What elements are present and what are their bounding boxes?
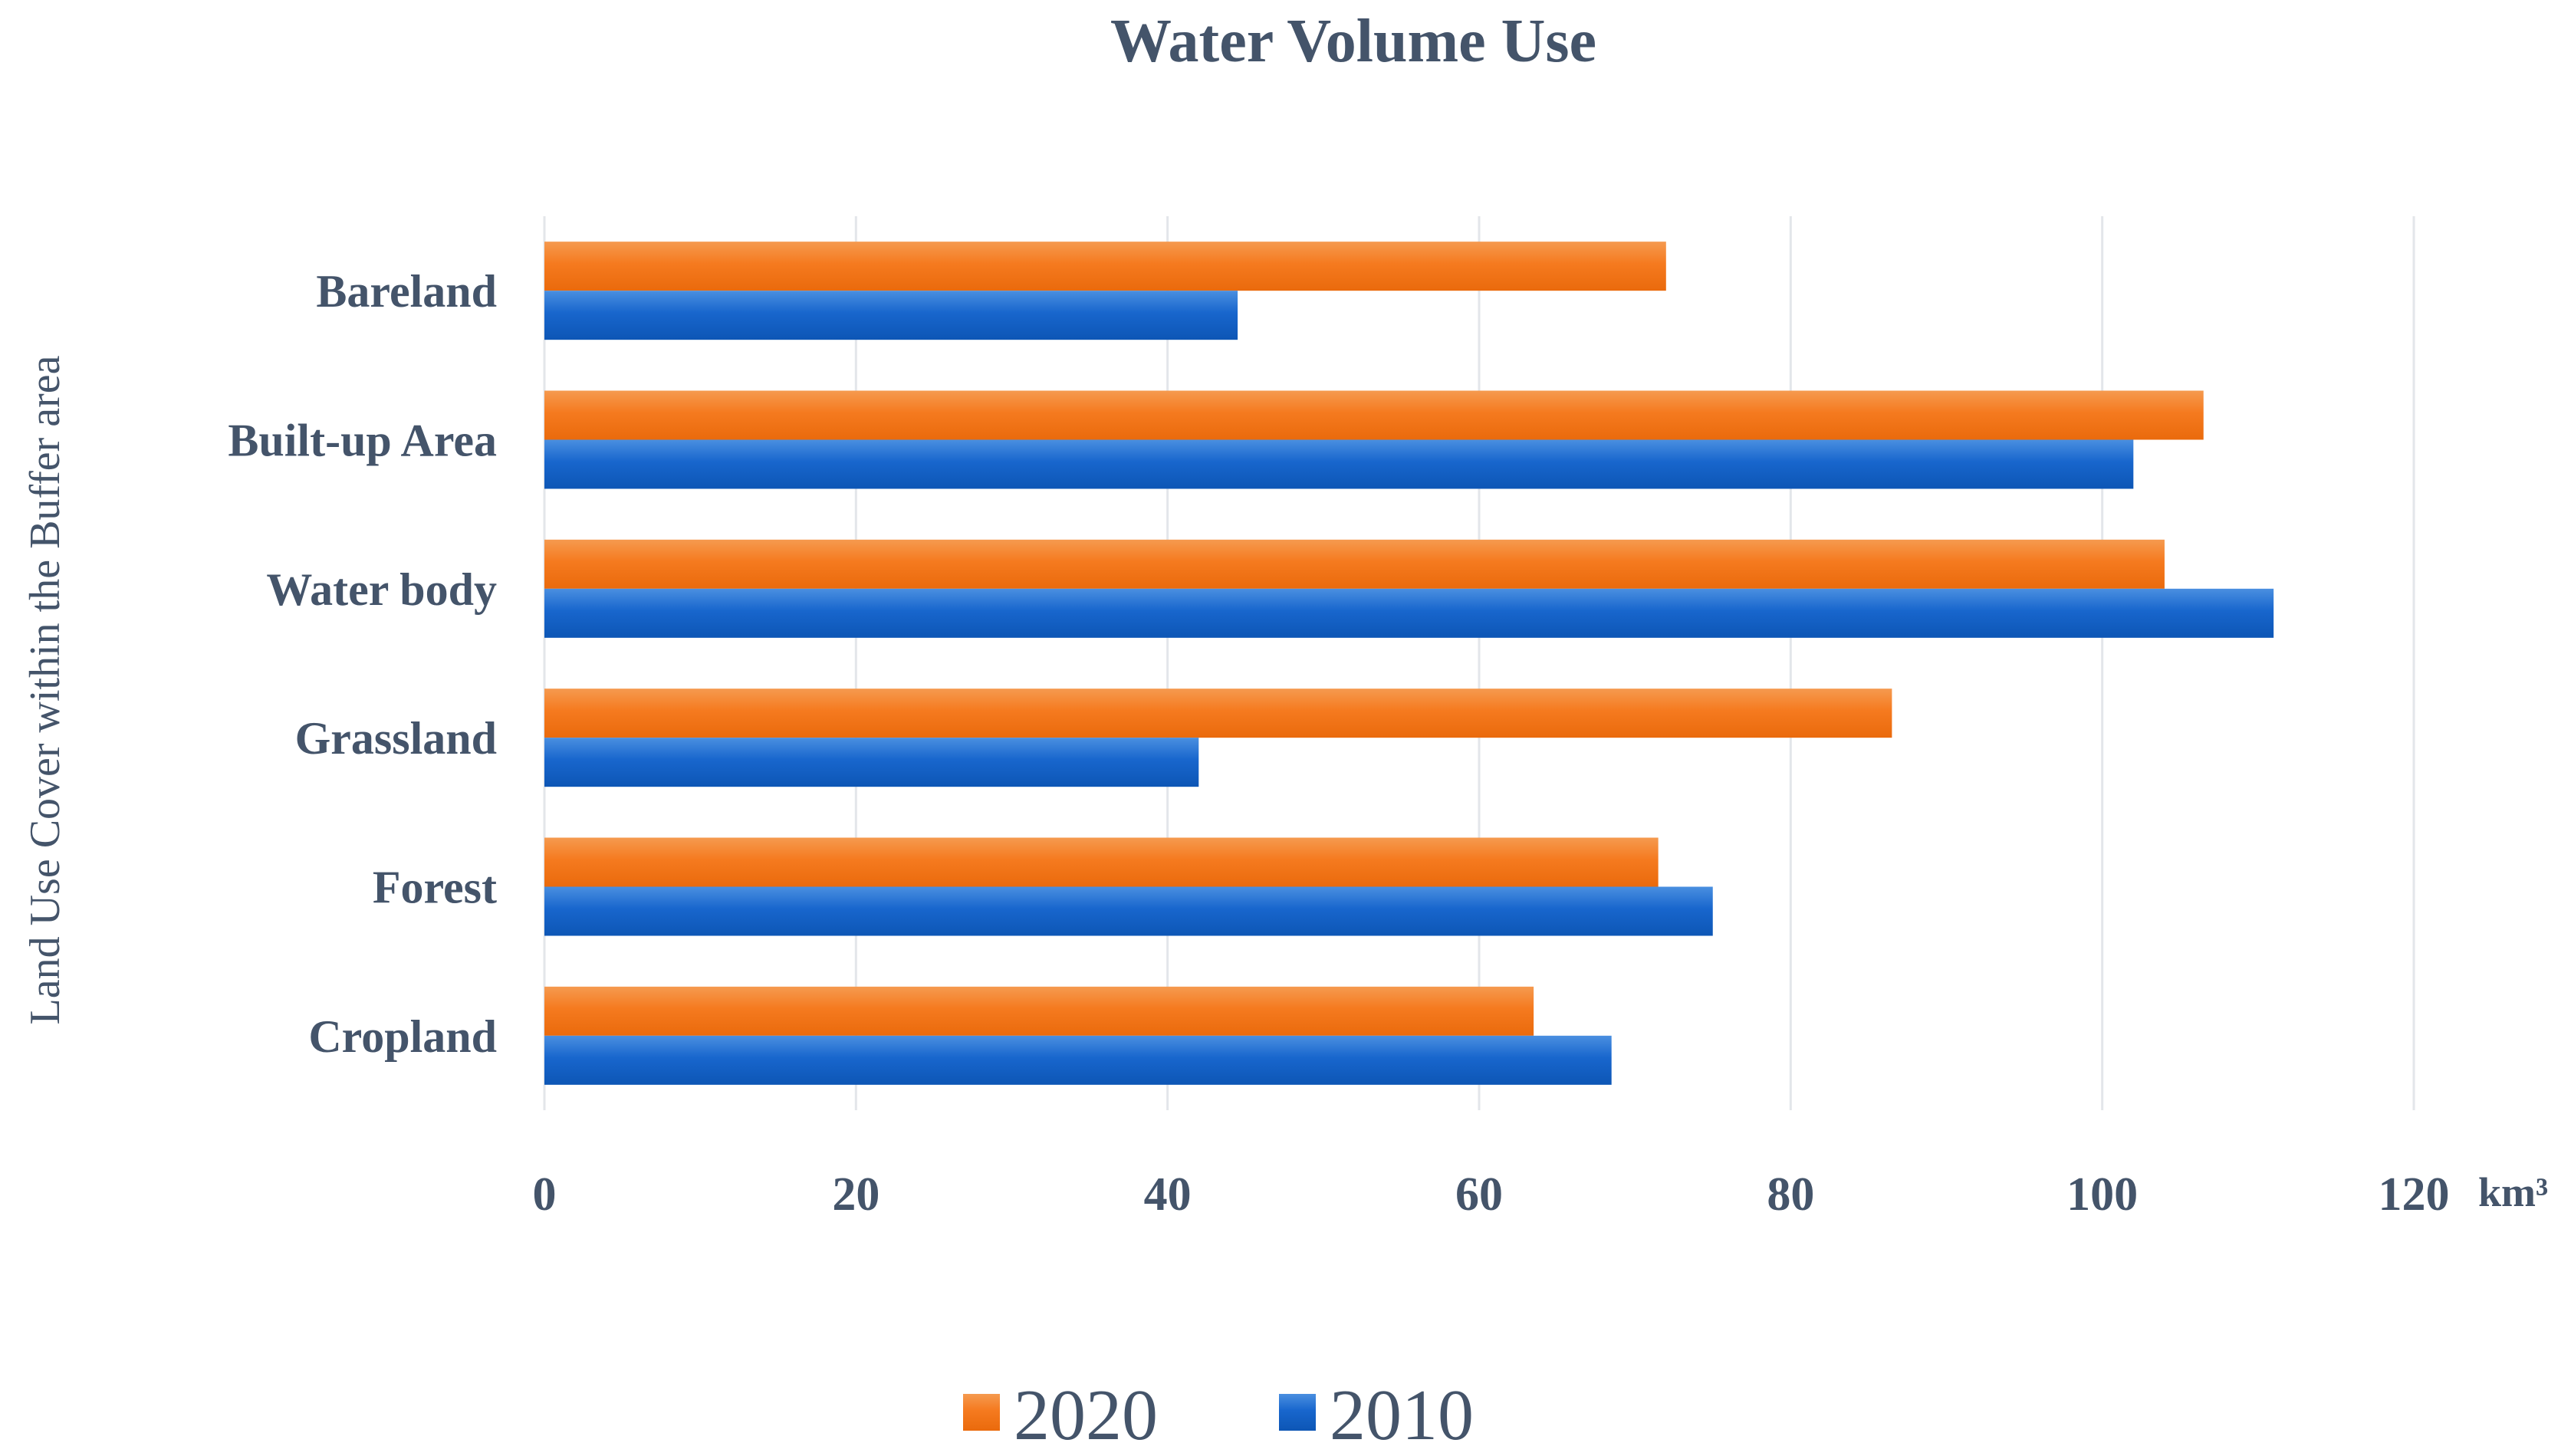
category-label-cropland: Cropland — [308, 1011, 497, 1062]
bar-2010-forest — [544, 886, 1713, 936]
category-label-forest: Forest — [373, 863, 497, 913]
legend-label-2020: 2020 — [1014, 1375, 1158, 1455]
x-tick-label-120: 120 — [2379, 1168, 2450, 1221]
category-label-water-body: Water body — [266, 564, 497, 615]
chart-title: Water Volume Use — [1110, 8, 1596, 75]
legend-label-2010: 2010 — [1330, 1375, 1474, 1455]
category-labels: Bareland Built-up Area Water body Grassland… — [228, 266, 497, 1062]
x-tick-label-20: 20 — [832, 1168, 879, 1221]
bar-2020-forest — [544, 837, 1659, 887]
category-label-grassland: Grassland — [295, 713, 497, 764]
x-tick-label-100: 100 — [2066, 1168, 2138, 1221]
bar-2010-water-body — [544, 588, 2274, 638]
bar-2020-bareland — [544, 242, 1666, 291]
x-tick-label-80: 80 — [1767, 1168, 1814, 1221]
category-label-built-up-area: Built-up Area — [228, 416, 497, 466]
x-tick-label-0: 0 — [533, 1168, 557, 1221]
bar-2010-cropland — [544, 1035, 1612, 1085]
bar-2020-water-body — [544, 539, 2165, 589]
x-unit-label: km³ — [2478, 1169, 2548, 1215]
gridlines — [543, 216, 2415, 1110]
bar-2010-grassland — [544, 738, 1199, 787]
legend: 2020 2010 — [963, 1375, 1474, 1455]
x-tick-label-60: 60 — [1455, 1168, 1503, 1221]
bar-2010-bareland — [544, 291, 1238, 340]
bar-2020-built-up-area — [544, 390, 2204, 440]
bar-2020-cropland — [544, 986, 1534, 1036]
y-axis-title: Land Use Cover within the Buffer area — [21, 355, 69, 1024]
legend-swatch-2010 — [1279, 1394, 1316, 1431]
x-tick-label-40: 40 — [1144, 1168, 1192, 1221]
x-tick-labels: 0 20 40 60 80 100 120 — [533, 1168, 2450, 1221]
category-label-bareland: Bareland — [316, 266, 497, 317]
bar-2020-grassland — [544, 689, 1892, 738]
legend-swatch-2020 — [963, 1394, 1000, 1431]
bars — [544, 242, 2274, 1085]
bar-2010-built-up-area — [544, 439, 2134, 489]
